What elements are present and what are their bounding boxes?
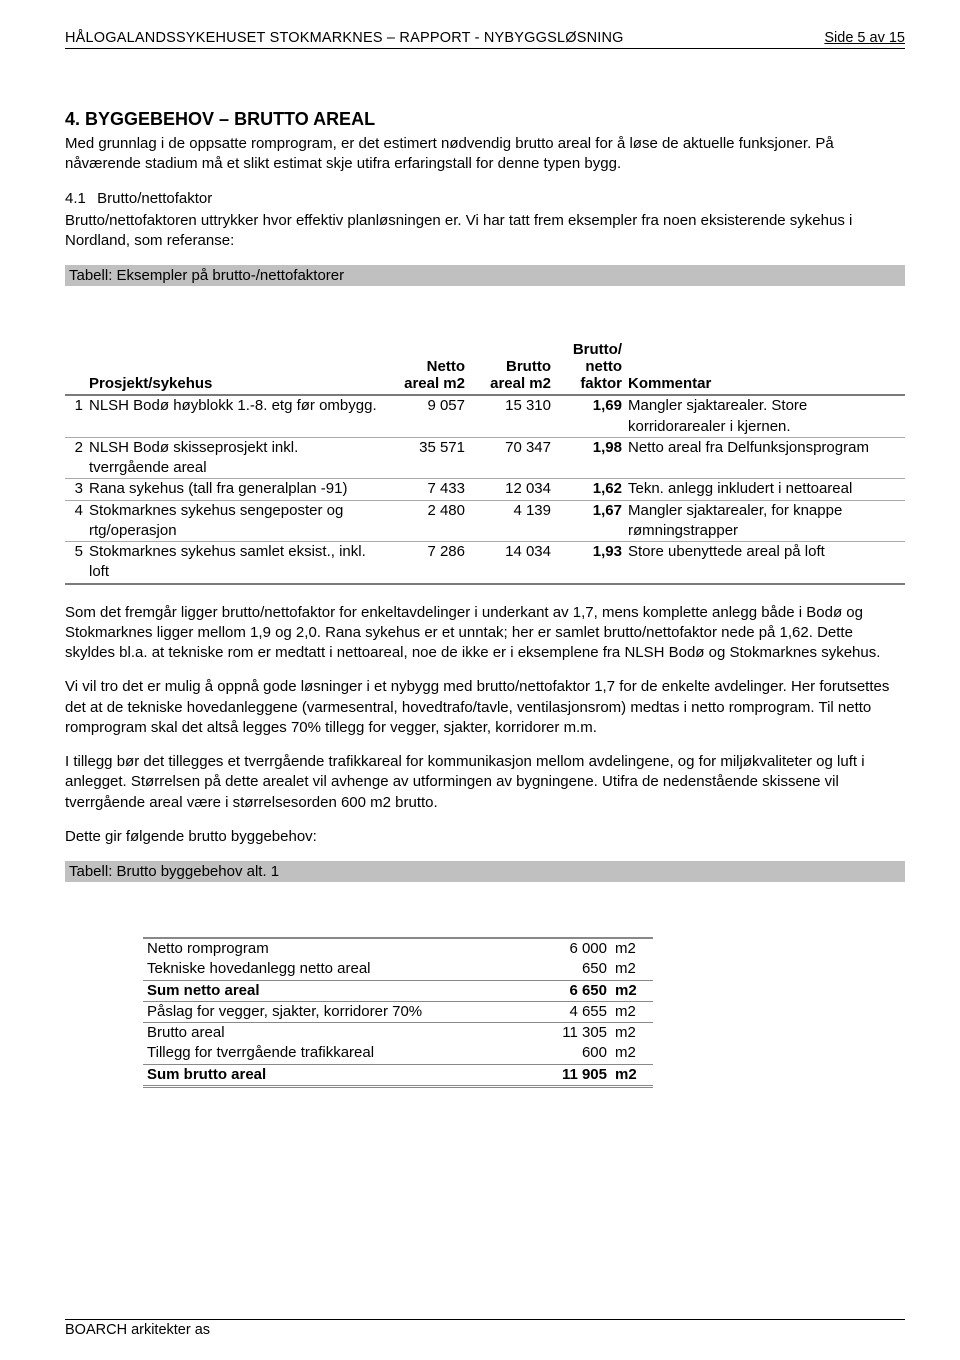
header-left: HÅLOGALANDSSYKEHUSET STOKMARKNES – RAPPO… bbox=[65, 30, 624, 46]
row-label: Netto romprogram bbox=[143, 938, 533, 959]
subsection-title: Brutto/nettofaktor bbox=[97, 190, 212, 207]
row-value: 4 655 bbox=[533, 1001, 611, 1022]
subsection-text: Brutto/nettofaktoren uttrykker hvor effe… bbox=[65, 211, 905, 252]
brutto-netto-table: Prosjekt/sykehus Netto areal m2 Brutto a… bbox=[65, 341, 905, 582]
row-number: 2 bbox=[65, 437, 89, 479]
row-netto: 9 057 bbox=[385, 395, 471, 437]
t1-h-comment: Kommentar bbox=[628, 341, 905, 395]
table-row: Tillegg for tverrgående trafikkareal600m… bbox=[143, 1043, 653, 1064]
table-row: 1NLSH Bodø høyblokk 1.-8. etg før ombygg… bbox=[65, 395, 905, 437]
row-factor: 1,69 bbox=[557, 395, 628, 437]
row-unit: m2 bbox=[611, 1001, 653, 1022]
table-row: Tekniske hovedanlegg netto areal650m2 bbox=[143, 959, 653, 980]
row-project: Rana sykehus (tall fra generalplan -91) bbox=[89, 479, 385, 500]
table-row: Sum brutto areal11 905m2 bbox=[143, 1064, 653, 1086]
row-unit: m2 bbox=[611, 980, 653, 1001]
t1-bottom-rule bbox=[65, 583, 905, 587]
table-row: Påslag for vegger, sjakter, korridorer 7… bbox=[143, 1001, 653, 1022]
t1-h-factor-l1: Brutto/ bbox=[573, 341, 622, 358]
table-row: Sum netto areal6 650m2 bbox=[143, 980, 653, 1001]
t1-h-blank bbox=[65, 341, 89, 395]
row-comment: Tekn. anlegg inkludert i nettoareal bbox=[628, 479, 905, 500]
t1-h-factor: Brutto/ netto faktor bbox=[557, 341, 628, 395]
t1-h-project: Prosjekt/sykehus bbox=[89, 341, 385, 395]
row-value: 6 650 bbox=[533, 980, 611, 1001]
para-3: I tillegg bør det tillegges et tverrgåen… bbox=[65, 752, 905, 813]
row-factor: 1,98 bbox=[557, 437, 628, 479]
row-number: 5 bbox=[65, 542, 89, 583]
page-header: HÅLOGALANDSSYKEHUSET STOKMARKNES – RAPPO… bbox=[65, 30, 905, 49]
para-4: Dette gir følgende brutto byggebehov: bbox=[65, 827, 905, 847]
row-label: Sum netto areal bbox=[143, 980, 533, 1001]
row-netto: 35 571 bbox=[385, 437, 471, 479]
row-label: Brutto areal bbox=[143, 1023, 533, 1044]
row-project: Stokmarknes sykehus sengeposter og rtg/o… bbox=[89, 500, 385, 542]
table-row: 4Stokmarknes sykehus sengeposter og rtg/… bbox=[65, 500, 905, 542]
t1-h-brutto-l2: areal m2 bbox=[490, 375, 551, 392]
row-label: Tillegg for tverrgående trafikkareal bbox=[143, 1043, 533, 1064]
row-label: Tekniske hovedanlegg netto areal bbox=[143, 959, 533, 980]
row-factor: 1,67 bbox=[557, 500, 628, 542]
page: HÅLOGALANDSSYKEHUSET STOKMARKNES – RAPPO… bbox=[0, 0, 960, 1360]
row-unit: m2 bbox=[611, 1064, 653, 1086]
row-unit: m2 bbox=[611, 1043, 653, 1064]
table-row: Brutto areal11 305m2 bbox=[143, 1023, 653, 1044]
row-number: 3 bbox=[65, 479, 89, 500]
row-value: 11 905 bbox=[533, 1064, 611, 1086]
row-value: 650 bbox=[533, 959, 611, 980]
row-brutto: 14 034 bbox=[471, 542, 557, 583]
subsection-number: 4.1 bbox=[65, 189, 93, 209]
t1-h-netto-l2: areal m2 bbox=[404, 375, 465, 392]
row-brutto: 4 139 bbox=[471, 500, 557, 542]
t1-h-factor-l2: netto bbox=[585, 358, 622, 375]
row-comment: Netto areal fra Delfunksjonsprogram bbox=[628, 437, 905, 479]
row-label: Sum brutto areal bbox=[143, 1064, 533, 1086]
header-page-number: Side 5 av 15 bbox=[824, 30, 905, 46]
page-footer: BOARCH arkitekter as bbox=[65, 1319, 905, 1338]
row-unit: m2 bbox=[611, 1023, 653, 1044]
section-intro: Med grunnlag i de oppsatte romprogram, e… bbox=[65, 134, 905, 175]
para-2: Vi vil tro det er mulig å oppnå gode løs… bbox=[65, 677, 905, 738]
t1-h-brutto: Brutto areal m2 bbox=[471, 341, 557, 395]
row-netto: 7 286 bbox=[385, 542, 471, 583]
row-brutto: 15 310 bbox=[471, 395, 557, 437]
table-row: 3Rana sykehus (tall fra generalplan -91)… bbox=[65, 479, 905, 500]
subsection-heading: 4.1 Brutto/nettofaktor bbox=[65, 189, 905, 209]
t1-h-factor-l3: faktor bbox=[580, 375, 622, 392]
row-value: 6 000 bbox=[533, 938, 611, 959]
row-value: 600 bbox=[533, 1043, 611, 1064]
row-factor: 1,93 bbox=[557, 542, 628, 583]
t1-h-netto: Netto areal m2 bbox=[385, 341, 471, 395]
row-label: Påslag for vegger, sjakter, korridorer 7… bbox=[143, 1001, 533, 1022]
row-number: 4 bbox=[65, 500, 89, 542]
section-title-text: BYGGEBEHOV – BRUTTO AREAL bbox=[85, 109, 375, 129]
section-number: 4. bbox=[65, 109, 80, 129]
row-netto: 2 480 bbox=[385, 500, 471, 542]
row-unit: m2 bbox=[611, 938, 653, 959]
row-netto: 7 433 bbox=[385, 479, 471, 500]
brutto-byggebehov-table-wrap: Netto romprogram6 000m2Tekniske hovedanl… bbox=[143, 937, 653, 1088]
row-brutto: 12 034 bbox=[471, 479, 557, 500]
row-unit: m2 bbox=[611, 959, 653, 980]
row-project: NLSH Bodø høyblokk 1.-8. etg før ombygg. bbox=[89, 395, 385, 437]
section-heading: 4. BYGGEBEHOV – BRUTTO AREAL bbox=[65, 109, 905, 130]
table-row: Netto romprogram6 000m2 bbox=[143, 938, 653, 959]
row-number: 1 bbox=[65, 395, 89, 437]
row-brutto: 70 347 bbox=[471, 437, 557, 479]
row-comment: Mangler sjaktarealer. Store korridorarea… bbox=[628, 395, 905, 437]
row-project: NLSH Bodø skisseprosjekt inkl. tverrgåen… bbox=[89, 437, 385, 479]
t1-h-netto-l1: Netto bbox=[427, 358, 465, 375]
table2-caption: Tabell: Brutto byggebehov alt. 1 bbox=[65, 861, 905, 882]
brutto-byggebehov-table: Netto romprogram6 000m2Tekniske hovedanl… bbox=[143, 937, 653, 1088]
t1-h-brutto-l1: Brutto bbox=[506, 358, 551, 375]
table1-caption: Tabell: Eksempler på brutto-/nettofaktor… bbox=[65, 265, 905, 286]
para-1: Som det fremgår ligger brutto/nettofakto… bbox=[65, 603, 905, 664]
table-row: 2NLSH Bodø skisseprosjekt inkl. tverrgåe… bbox=[65, 437, 905, 479]
row-project: Stokmarknes sykehus samlet eksist., inkl… bbox=[89, 542, 385, 583]
row-value: 11 305 bbox=[533, 1023, 611, 1044]
row-factor: 1,62 bbox=[557, 479, 628, 500]
table-row: 5Stokmarknes sykehus samlet eksist., ink… bbox=[65, 542, 905, 583]
row-comment: Mangler sjaktarealer, for knappe rømning… bbox=[628, 500, 905, 542]
row-comment: Store ubenyttede areal på loft bbox=[628, 542, 905, 583]
